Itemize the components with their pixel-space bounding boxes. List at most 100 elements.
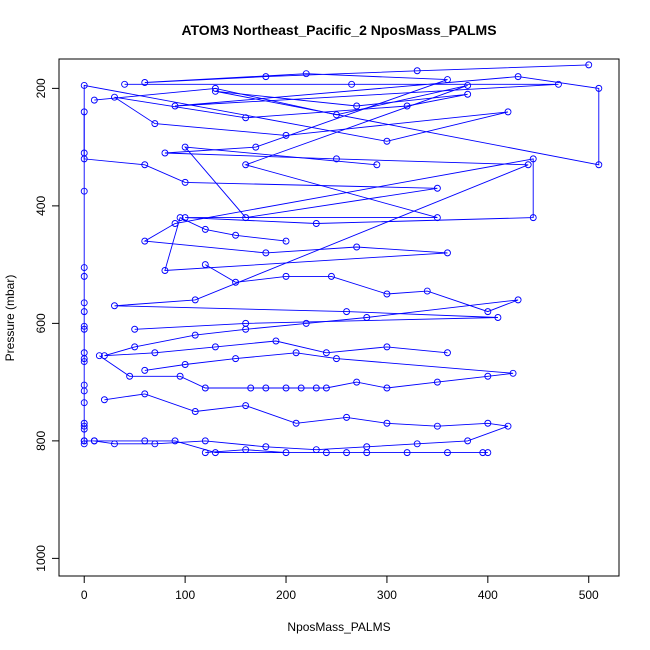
data-point — [100, 396, 108, 404]
data-point — [176, 372, 184, 380]
data-point — [80, 425, 88, 433]
data-point — [262, 443, 270, 451]
data-point — [126, 372, 134, 380]
data-point — [80, 81, 88, 89]
data-point — [529, 214, 537, 222]
data-point — [433, 214, 441, 222]
data-point — [181, 178, 189, 186]
data-point — [262, 384, 270, 392]
data-point — [353, 102, 361, 110]
data-point — [433, 184, 441, 192]
data-point — [348, 80, 356, 88]
data-point — [90, 96, 98, 104]
data-point — [514, 296, 522, 304]
data-point — [151, 349, 159, 357]
data-point — [292, 419, 300, 427]
data-point — [509, 369, 517, 377]
data-point — [80, 149, 88, 157]
data-point — [242, 114, 250, 122]
data-point — [191, 408, 199, 415]
data-point — [322, 349, 330, 357]
data-point — [333, 355, 340, 363]
x-tick-label: 400 — [478, 588, 498, 602]
data-point — [413, 440, 421, 448]
data-point — [292, 349, 300, 357]
data-point — [131, 343, 139, 351]
series-line — [99, 352, 514, 389]
data-point — [343, 308, 351, 316]
data-point — [141, 79, 149, 86]
data-point — [211, 84, 219, 92]
data-point — [484, 372, 492, 380]
data-point — [141, 366, 149, 374]
data-point — [333, 111, 340, 119]
y-tick-label: 400 — [34, 196, 48, 216]
data-point — [252, 143, 260, 151]
data-point — [80, 358, 88, 366]
data-point — [161, 149, 169, 157]
series-line — [83, 76, 600, 219]
data-point — [494, 314, 502, 321]
data-point — [80, 308, 88, 316]
data-point — [353, 378, 361, 386]
data-point — [282, 272, 290, 280]
data-point — [242, 161, 250, 169]
data-point — [80, 387, 88, 395]
data-point — [242, 446, 250, 454]
data-point — [297, 384, 305, 392]
data-point — [282, 449, 290, 457]
data-point — [80, 272, 88, 280]
chart-title: ATOM3 Northeast_Pacific_2 NposMass_PALMS — [181, 22, 496, 38]
x-tick-label: 300 — [377, 588, 397, 602]
data-point — [302, 70, 310, 78]
data-point — [383, 384, 391, 392]
data-point — [444, 76, 451, 84]
data-point — [111, 93, 118, 101]
data-point — [262, 73, 270, 81]
data-point — [80, 399, 88, 407]
data-point — [232, 355, 240, 363]
data-point — [141, 237, 149, 245]
data-point — [484, 449, 492, 457]
data-point — [479, 449, 487, 457]
data-point — [80, 108, 88, 116]
data-point — [121, 80, 129, 88]
data-point — [201, 449, 209, 457]
data-point — [141, 161, 149, 169]
data-point — [95, 352, 103, 360]
data-point — [327, 272, 335, 280]
y-tick-label: 1000 — [34, 545, 48, 572]
series-line — [94, 440, 488, 454]
x-axis: 0 100 200 300 400 500 — [81, 575, 599, 602]
data-point — [504, 422, 512, 430]
data-point — [464, 81, 472, 89]
data-point — [80, 355, 88, 363]
data-point — [282, 237, 290, 245]
data-point — [529, 155, 537, 163]
data-point — [444, 449, 451, 457]
data-point — [201, 225, 209, 233]
data-point — [272, 337, 280, 345]
data-point — [383, 290, 391, 298]
data-point — [181, 143, 189, 151]
data-point — [383, 137, 391, 145]
data-point — [201, 384, 209, 392]
data-point — [242, 402, 250, 410]
data-point — [161, 267, 169, 274]
y-tick-label: 800 — [34, 431, 48, 451]
data-point — [191, 331, 199, 339]
data-point — [131, 325, 139, 333]
series-line — [114, 64, 589, 330]
data-point — [80, 325, 88, 333]
data-point — [433, 422, 441, 430]
data-point — [312, 220, 320, 227]
y-axis-label: Pressure (mbar) — [3, 275, 17, 362]
data-point — [353, 243, 361, 251]
x-tick-label: 0 — [81, 588, 88, 602]
data-point — [171, 220, 179, 227]
data-point — [247, 384, 255, 392]
data-point — [413, 67, 421, 75]
data-point — [444, 249, 451, 257]
data-point — [433, 378, 441, 386]
